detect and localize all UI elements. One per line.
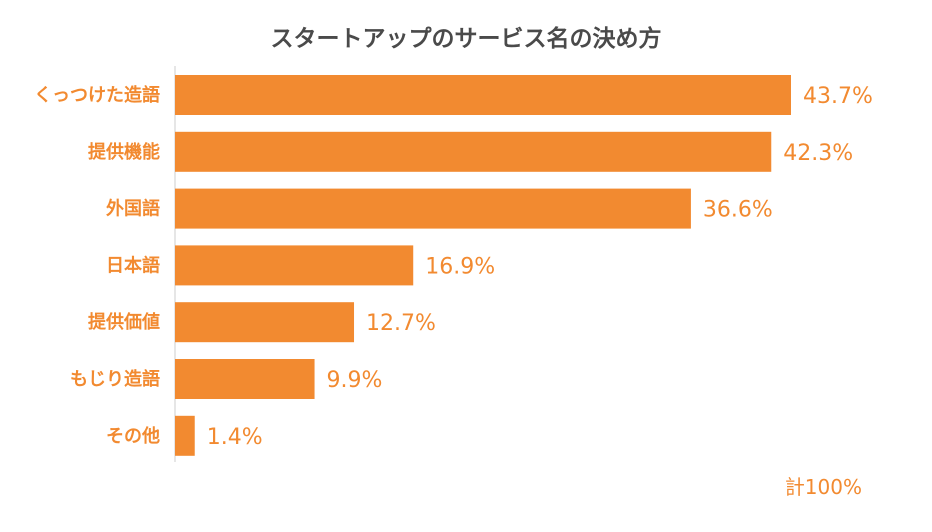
value-label: 16.9% (425, 254, 495, 279)
bar (175, 302, 355, 343)
value-label: 9.9% (327, 368, 383, 393)
category-label: 提供価値 (88, 311, 160, 333)
bars-layer: くっつけた造語 43.7% 提供機能 42.3% 外国語 36.6% 日本語 16.9% 提供価… (34, 75, 873, 456)
value-label: 42.3% (783, 141, 853, 166)
value-label: 1.4% (207, 425, 263, 450)
category-label: くっつけた造語 (34, 84, 160, 106)
category-label: その他 (106, 425, 160, 447)
value-label: 36.6% (703, 198, 773, 223)
value-label: 12.7% (366, 311, 436, 336)
chart-title: スタートアップのサービス名の決め方 (271, 25, 662, 52)
bar (175, 75, 791, 115)
bar (175, 245, 414, 286)
bar (175, 188, 691, 229)
category-label: 日本語 (106, 254, 160, 276)
category-label: 外国語 (106, 198, 160, 220)
bar (175, 359, 315, 399)
bar (175, 131, 772, 172)
bar (175, 415, 195, 456)
category-label: 提供機能 (88, 141, 160, 163)
value-label: 43.7% (803, 84, 873, 109)
category-label: もじり造語 (70, 368, 160, 390)
total-label: 計100% (785, 475, 862, 499)
